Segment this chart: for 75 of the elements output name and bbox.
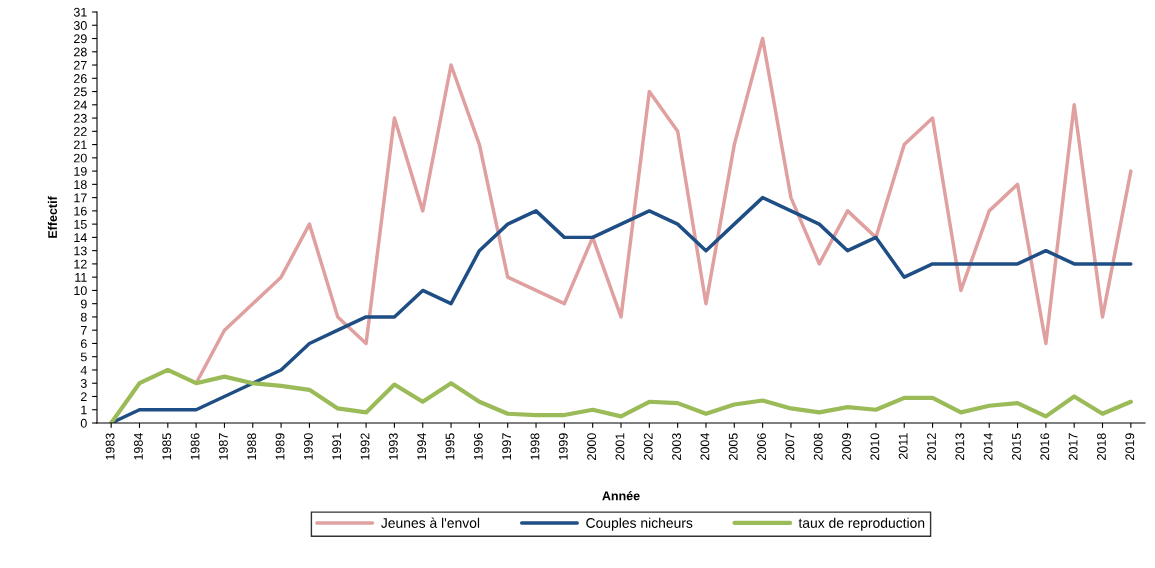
x-tick-label: 2013 [955, 433, 965, 460]
y-tick-label: 27 [74, 60, 87, 70]
y-tick-label: 3 [80, 379, 87, 388]
x-tick-label: 2018 [1097, 433, 1106, 460]
y-tick-label: 14 [74, 233, 87, 242]
x-tick-label: 1984 [133, 433, 143, 460]
x-axis-title: Année [602, 490, 640, 501]
y-tick-label: 16 [74, 206, 87, 216]
y-tick-label: 20 [74, 153, 87, 163]
y-tick-label: 0 [80, 418, 87, 428]
y-tick-label: 11 [75, 273, 87, 282]
x-tick-label: 2014 [983, 433, 993, 460]
x-tick-label: 2007 [785, 433, 795, 460]
y-tick-label: 12 [74, 259, 87, 269]
x-tick-label: 2000 [587, 433, 597, 460]
x-tick-label: 2017 [1068, 433, 1078, 460]
y-tick-label: 5 [80, 352, 87, 362]
legend-label: Couples nicheurs [586, 517, 693, 531]
y-tick-label: 23 [74, 113, 87, 123]
y-tick-label: 17 [74, 193, 87, 203]
legend-label: taux de reproduction [798, 517, 925, 531]
x-tick-label: 1994 [417, 433, 427, 460]
x-tick-label: 1999 [558, 433, 568, 460]
y-tick-label: 2 [80, 392, 87, 402]
x-tick-label: 1997 [502, 433, 512, 460]
x-tick-label: 2015 [1012, 433, 1021, 460]
y-tick-label: 1 [81, 405, 87, 415]
y-tick-label: 30 [73, 21, 87, 30]
y-tick-label: 6 [80, 339, 87, 349]
y-tick-label: 8 [80, 312, 87, 322]
y-tick-label: 19 [74, 166, 87, 176]
x-tick-label: 1989 [275, 433, 285, 460]
y-tick-label: 21 [74, 140, 87, 150]
x-tick-label: 1998 [530, 433, 540, 460]
x-tick-label: 2012 [927, 433, 936, 460]
y-tick-label: 13 [74, 246, 87, 256]
x-tick-label: 2006 [757, 433, 766, 460]
x-tick-label: 1988 [247, 433, 257, 460]
x-tick-label: 1983 [105, 433, 115, 460]
x-tick-label: 1990 [303, 433, 313, 460]
y-tick-label: 15 [74, 220, 87, 229]
x-tick-label: 1987 [218, 433, 228, 460]
y-tick-label: 10 [74, 286, 87, 296]
y-tick-label: 29 [74, 34, 87, 44]
x-tick-label: 2001 [615, 433, 625, 460]
y-tick-label: 24 [74, 100, 87, 110]
x-tick-label: 2002 [643, 433, 653, 460]
y-tick-label: 25 [74, 87, 87, 97]
x-tick-label: 1991 [332, 433, 342, 460]
y-tick-label: 7 [80, 326, 87, 335]
y-tick-label: 22 [74, 127, 87, 136]
x-tick-label: 2009 [842, 433, 851, 460]
x-tick-label: 1995 [445, 433, 455, 460]
x-tick-label: 2011 [898, 433, 908, 459]
x-tick-label: 1996 [473, 433, 483, 460]
x-tick-label: 1992 [360, 433, 370, 460]
x-tick-label: 1985 [162, 433, 172, 460]
x-tick-label: 2016 [1040, 433, 1050, 460]
x-tick-label: 1993 [388, 433, 398, 460]
x-tick-label: 2019 [1125, 433, 1135, 460]
x-tick-label: 2008 [813, 433, 823, 460]
x-tick-label: 2004 [700, 433, 710, 460]
y-tick-label: 26 [74, 74, 87, 83]
x-tick-label: 2003 [672, 433, 681, 460]
x-tick-label: 2010 [870, 433, 880, 460]
y-tick-label: 18 [74, 180, 87, 190]
line-series [109, 367, 1133, 423]
y-tick-label: 31 [73, 7, 87, 17]
y-tick-label: 4 [80, 365, 87, 375]
y-axis-title: Effectif [47, 196, 58, 238]
x-tick-label: 1986 [190, 433, 200, 460]
y-tick-label: 28 [74, 47, 87, 57]
legend-label: Jeunes à l'envol [381, 517, 480, 528]
y-tick-label: 9 [80, 299, 87, 309]
x-tick-label: 2005 [728, 433, 738, 460]
